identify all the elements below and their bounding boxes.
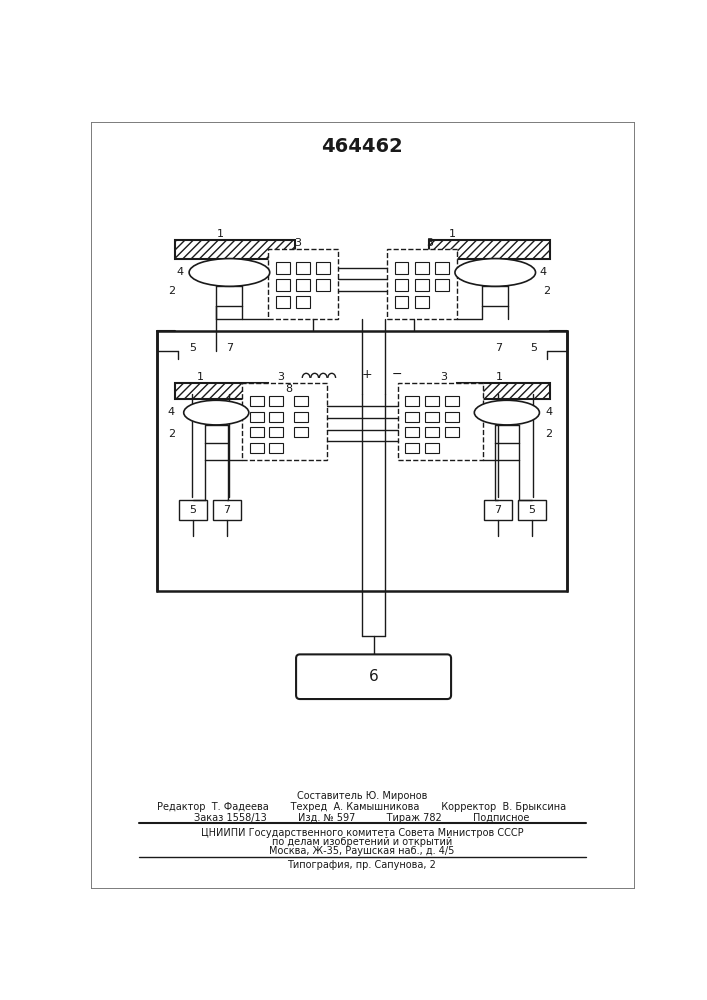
- Text: Редактор  Т. Фадеева       Техред  А. Камышникова       Корректор  В. Брыксина: Редактор Т. Фадеева Техред А. Камышников…: [158, 802, 566, 812]
- Bar: [445, 427, 459, 437]
- Bar: [429, 240, 549, 259]
- Bar: [250, 443, 264, 453]
- Text: 7: 7: [226, 343, 233, 353]
- Text: 7: 7: [495, 343, 502, 353]
- Bar: [293, 427, 308, 437]
- Text: 2: 2: [545, 429, 552, 439]
- Text: 1: 1: [197, 372, 204, 382]
- Text: 4: 4: [539, 267, 546, 277]
- Bar: [269, 443, 283, 453]
- Bar: [425, 396, 438, 406]
- Bar: [242, 383, 327, 460]
- Text: 7: 7: [494, 505, 501, 515]
- Bar: [395, 279, 409, 291]
- Bar: [293, 412, 308, 422]
- Text: Заказ 1558/13          Изд. № 597          Тираж 782          Подписное: Заказ 1558/13 Изд. № 597 Тираж 782 Подпи…: [194, 813, 530, 823]
- Bar: [296, 279, 310, 291]
- Bar: [268, 249, 338, 319]
- Bar: [414, 296, 428, 308]
- Text: 2: 2: [168, 286, 175, 296]
- Text: 5: 5: [189, 343, 196, 353]
- Text: 3: 3: [277, 372, 284, 382]
- Bar: [250, 412, 264, 422]
- Text: 8: 8: [285, 384, 292, 394]
- Text: 6: 6: [368, 669, 378, 684]
- Text: 1: 1: [216, 229, 223, 239]
- Bar: [405, 412, 419, 422]
- Bar: [316, 262, 330, 274]
- Text: Москва, Ж-35, Раушская наб., д. 4/5: Москва, Ж-35, Раушская наб., д. 4/5: [269, 846, 455, 856]
- Bar: [213, 500, 241, 520]
- Bar: [276, 279, 290, 291]
- Bar: [435, 279, 449, 291]
- Bar: [293, 396, 308, 406]
- Bar: [269, 396, 283, 406]
- Ellipse shape: [455, 259, 535, 286]
- Text: 5: 5: [189, 505, 197, 515]
- Bar: [296, 296, 310, 308]
- Bar: [425, 412, 438, 422]
- Bar: [445, 412, 459, 422]
- Text: 3: 3: [426, 238, 433, 248]
- Ellipse shape: [474, 400, 539, 425]
- Text: 7: 7: [223, 505, 230, 515]
- Bar: [484, 500, 512, 520]
- Bar: [156, 331, 567, 591]
- Text: 1: 1: [496, 372, 503, 382]
- Bar: [414, 279, 428, 291]
- Bar: [276, 262, 290, 274]
- Bar: [405, 427, 419, 437]
- Bar: [250, 427, 264, 437]
- Bar: [358, 365, 412, 394]
- Bar: [445, 396, 459, 406]
- Bar: [179, 500, 207, 520]
- Text: 3: 3: [440, 372, 447, 382]
- Text: ЦНИИПИ Государственного комитета Совета Министров СССР: ЦНИИПИ Государственного комитета Совета …: [201, 828, 523, 838]
- Text: 5: 5: [530, 343, 537, 353]
- Bar: [296, 262, 310, 274]
- Text: 4: 4: [545, 407, 552, 417]
- Bar: [215, 337, 244, 359]
- Text: 2: 2: [168, 429, 175, 439]
- FancyBboxPatch shape: [296, 654, 451, 699]
- Bar: [395, 262, 409, 274]
- Ellipse shape: [189, 259, 270, 286]
- Bar: [395, 296, 409, 308]
- Text: 1: 1: [449, 229, 456, 239]
- Bar: [425, 443, 438, 453]
- Text: 4: 4: [168, 407, 175, 417]
- Ellipse shape: [184, 400, 249, 425]
- Text: 3: 3: [294, 238, 301, 248]
- Text: Типография, пр. Сапунова, 2: Типография, пр. Сапунова, 2: [288, 860, 436, 870]
- Bar: [484, 337, 513, 359]
- Bar: [298, 365, 348, 394]
- Text: 4: 4: [176, 267, 183, 277]
- Text: −: −: [392, 368, 402, 381]
- Bar: [397, 383, 483, 460]
- Text: 464462: 464462: [321, 137, 403, 156]
- Bar: [405, 443, 419, 453]
- Bar: [175, 240, 296, 259]
- Bar: [177, 337, 207, 359]
- Bar: [250, 396, 264, 406]
- Bar: [518, 500, 546, 520]
- Bar: [387, 249, 457, 319]
- Bar: [457, 383, 549, 399]
- Bar: [269, 412, 283, 422]
- Bar: [405, 396, 419, 406]
- Text: Составитель Ю. Миронов: Составитель Ю. Миронов: [297, 791, 427, 801]
- Text: по делам изобретений и открытий: по делам изобретений и открытий: [271, 837, 452, 847]
- Bar: [414, 262, 428, 274]
- Bar: [175, 383, 268, 399]
- Bar: [276, 296, 290, 308]
- Bar: [435, 262, 449, 274]
- Text: 5: 5: [528, 505, 535, 515]
- Text: +: +: [362, 368, 373, 381]
- Bar: [425, 427, 438, 437]
- Bar: [316, 279, 330, 291]
- Bar: [269, 427, 283, 437]
- Text: 2: 2: [543, 286, 550, 296]
- Bar: [518, 337, 548, 359]
